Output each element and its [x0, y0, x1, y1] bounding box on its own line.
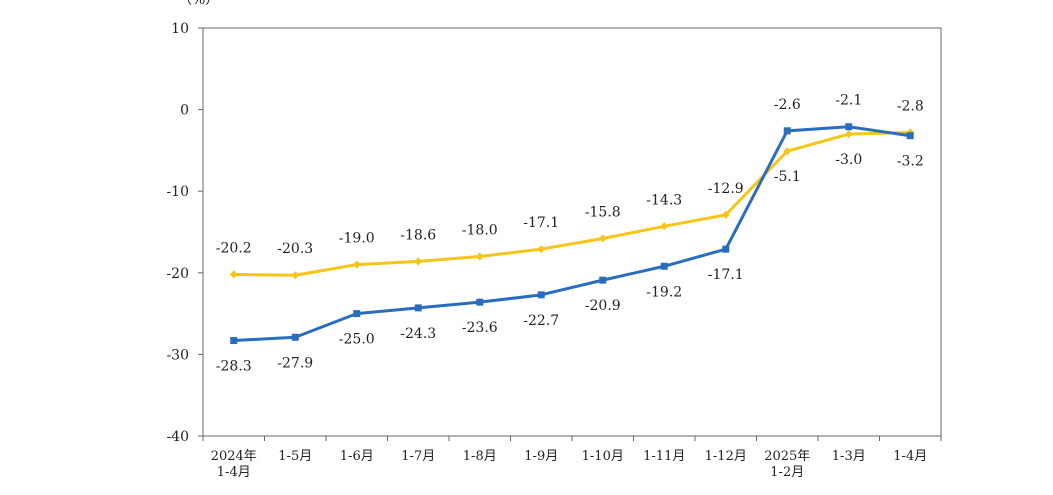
data-point — [352, 260, 361, 269]
y-unit-label: （%） — [178, 0, 219, 8]
x-tick-label-line: 1-11月 — [643, 449, 685, 464]
x-tick-label: 1-12月 — [705, 449, 747, 464]
data-point — [414, 304, 422, 312]
data-label: -15.8 — [585, 205, 621, 221]
x-tick-label-line: 1-5月 — [278, 449, 312, 464]
x-tick-label-line: 1-4月 — [217, 465, 251, 480]
x-axis: 2024年 1-4月1-5月 1-6月 1-7月 1-8月 1-9月 1-10月 1-11月 1… — [202, 436, 942, 480]
data-label: -2.6 — [774, 97, 801, 113]
data-label: -19.0 — [339, 231, 375, 247]
data-point — [906, 132, 914, 140]
data-point — [475, 252, 484, 261]
data-point — [845, 123, 853, 131]
data-point — [291, 271, 300, 280]
data-point — [721, 210, 730, 219]
data-label: -27.9 — [277, 355, 313, 371]
data-point — [660, 222, 669, 231]
x-tick-label-line: 1-2月 — [770, 465, 804, 480]
data-label: -3.2 — [897, 154, 924, 170]
data-label-layer: -20.2 -20.3 -19.0 -18.6 -18.0 -17.1 -15.8 -14.3… — [216, 93, 924, 375]
x-tick-label-line: 1-12月 — [705, 449, 747, 464]
data-point — [783, 147, 792, 156]
data-label: -17.1 — [523, 215, 559, 231]
data-point — [599, 276, 607, 284]
y-tick-label: -40 — [166, 429, 189, 445]
data-label: -18.6 — [400, 227, 436, 243]
x-tick-label: 2025年 1-2月 — [764, 449, 810, 480]
x-tick-label: 1-8月 — [463, 449, 497, 464]
data-point — [844, 130, 853, 139]
data-point — [660, 262, 668, 270]
data-label: -14.3 — [646, 192, 682, 208]
series-line-0 — [233, 130, 911, 277]
data-point — [537, 245, 546, 254]
x-tick-label: 1-5月 — [278, 449, 312, 464]
data-label: -28.3 — [216, 359, 252, 375]
series-line-1 — [233, 125, 911, 343]
y-tick-label: -10 — [166, 184, 189, 200]
y-tick-label: -30 — [166, 347, 189, 363]
x-tick-label-line: 1-4月 — [893, 449, 927, 464]
data-point — [229, 270, 238, 279]
y-tick-label: 0 — [180, 103, 189, 119]
x-tick-label-line: 2025年 — [764, 449, 810, 464]
x-tick-label-line: 1-8月 — [463, 449, 497, 464]
data-point — [783, 127, 791, 135]
data-point — [537, 291, 545, 299]
x-tick-label-line: 1-3月 — [832, 449, 866, 464]
plot-area-frame — [202, 27, 942, 437]
data-label: -2.1 — [835, 93, 862, 109]
data-label: -20.2 — [216, 240, 252, 256]
x-tick-label: 1-9月 — [524, 449, 558, 464]
y-tick-label: -20 — [166, 266, 189, 282]
x-tick-label: 1-11月 — [643, 449, 685, 464]
x-tick-label: 1-3月 — [832, 449, 866, 464]
data-label: -3.0 — [835, 152, 862, 168]
data-label: -20.3 — [277, 241, 313, 257]
x-tick-label-line: 1-10月 — [582, 449, 624, 464]
data-label: -17.1 — [708, 267, 744, 283]
x-tick-label: 1-6月 — [340, 449, 374, 464]
data-point — [291, 333, 299, 341]
x-tick-label-line: 2024年 — [211, 449, 257, 464]
data-point — [476, 298, 484, 306]
x-tick-label-line: 1-9月 — [524, 449, 558, 464]
data-label: -5.1 — [774, 169, 801, 185]
data-label: -22.7 — [523, 313, 559, 329]
x-tick-label: 1-10月 — [582, 449, 624, 464]
series-layer — [229, 123, 915, 345]
data-point — [230, 337, 238, 345]
data-label: -23.6 — [462, 320, 498, 336]
x-tick-label: 1-4月 — [893, 449, 927, 464]
data-point — [353, 310, 361, 318]
data-label: -20.9 — [585, 298, 621, 314]
data-label: -2.8 — [897, 98, 924, 114]
data-point — [722, 245, 730, 253]
x-tick-label: 1-7月 — [401, 449, 435, 464]
y-axis: 10 0 -10 -20 -30 -40 — [166, 21, 203, 445]
data-label: -12.9 — [708, 181, 744, 197]
data-label: -19.2 — [646, 284, 682, 300]
data-label: -24.3 — [400, 326, 436, 342]
x-tick-label-line: 1-6月 — [340, 449, 374, 464]
data-point — [414, 257, 423, 266]
data-label: -25.0 — [339, 332, 375, 348]
data-label: -18.0 — [462, 222, 498, 238]
x-tick-label-line: 1-7月 — [401, 449, 435, 464]
data-point — [598, 234, 607, 243]
y-tick-label: 10 — [171, 21, 189, 37]
x-tick-label: 2024年 1-4月 — [211, 449, 257, 480]
